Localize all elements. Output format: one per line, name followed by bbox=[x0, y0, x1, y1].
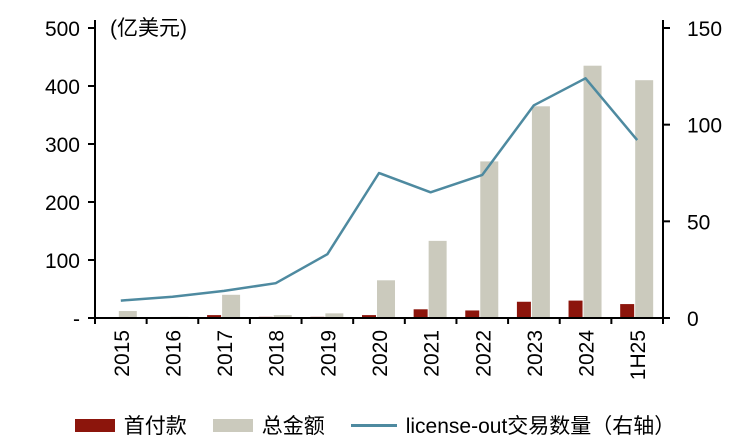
x-axis-category-label: 2019 bbox=[317, 330, 340, 377]
upfront-bar bbox=[207, 315, 222, 318]
x-axis-category-label: 2021 bbox=[421, 330, 444, 377]
total-bar bbox=[480, 161, 499, 318]
legend: 首付款 总金额 license-out交易数量（右轴） bbox=[0, 410, 750, 440]
x-axis-category-label: 2018 bbox=[266, 330, 289, 377]
right-axis-tick-label: 50 bbox=[687, 211, 710, 234]
left-axis-tick-label: 300 bbox=[45, 134, 80, 157]
total-bar bbox=[635, 80, 654, 318]
x-axis-category-label: 1H25 bbox=[627, 330, 650, 380]
left-axis-tick-label: - bbox=[73, 308, 80, 331]
right-axis-tick-label: 0 bbox=[687, 308, 699, 331]
right-axis-tick-label: 150 bbox=[687, 18, 722, 41]
left-axis-tick-label: 500 bbox=[45, 18, 80, 41]
total-label: 总金额 bbox=[261, 415, 325, 438]
upfront-bar bbox=[362, 315, 376, 318]
x-axis-category-label: 2024 bbox=[576, 330, 599, 377]
axis-unit-label: (亿美元) bbox=[110, 17, 187, 40]
upfront-bar bbox=[465, 310, 480, 318]
x-axis-category-label: 2023 bbox=[524, 330, 547, 377]
upfront-swatch bbox=[74, 418, 115, 432]
upfront-label: 首付款 bbox=[123, 415, 187, 438]
left-axis-tick-label: 400 bbox=[45, 76, 80, 99]
total-bar bbox=[531, 106, 550, 318]
total-bar bbox=[428, 240, 447, 318]
legend-item-upfront: 首付款 bbox=[74, 410, 187, 440]
left-axis-tick-label: 100 bbox=[45, 250, 80, 273]
total-bar bbox=[118, 311, 137, 318]
left-axis-tick-label: 200 bbox=[45, 192, 80, 215]
total-bar bbox=[273, 315, 292, 318]
upfront-bar bbox=[568, 300, 583, 318]
x-axis-category-label: 2016 bbox=[162, 330, 185, 377]
total-bar bbox=[325, 313, 344, 318]
license-count-line bbox=[120, 77, 639, 302]
x-axis-category-label: 2022 bbox=[472, 330, 495, 377]
upfront-bar bbox=[413, 309, 428, 318]
right-axis-tick-label: 100 bbox=[687, 115, 722, 138]
legend-item-total: 总金额 bbox=[212, 410, 325, 440]
license-count-label: license-out交易数量（右轴） bbox=[405, 415, 676, 438]
total-bar bbox=[583, 65, 602, 318]
license-count-line-swatch bbox=[350, 423, 397, 427]
x-axis-category-label: 2020 bbox=[369, 330, 392, 377]
x-axis-category-label: 2015 bbox=[111, 330, 134, 377]
upfront-bar bbox=[516, 301, 531, 318]
upfront-bar bbox=[620, 304, 635, 318]
total-bar bbox=[222, 294, 241, 318]
total-swatch bbox=[212, 418, 253, 432]
legend-item-line: license-out交易数量（右轴） bbox=[350, 410, 676, 440]
x-axis-category-label: 2017 bbox=[214, 330, 237, 377]
total-bar bbox=[377, 280, 395, 318]
